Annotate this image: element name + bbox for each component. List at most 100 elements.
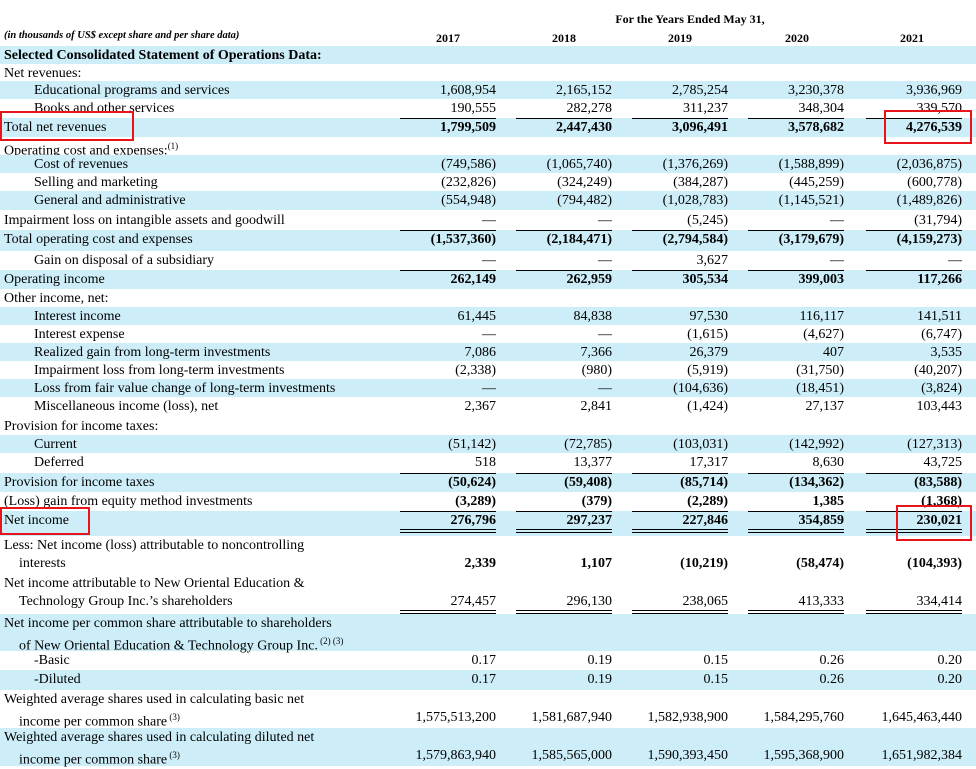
- row-label-text: Gain on disposal of a subsidiary: [34, 253, 215, 268]
- subtotal-rule: [516, 270, 612, 271]
- table-row: [0, 270, 976, 289]
- row-label: Realized gain from long-term investments: [34, 344, 270, 361]
- highlight-net-income-2021: [896, 505, 972, 541]
- row-label: Loss from fair value change of long-term…: [34, 380, 335, 397]
- cell-2021: (127,313): [907, 437, 962, 452]
- cell-2017: —: [482, 381, 496, 396]
- cell-2020: —: [830, 213, 844, 228]
- cell-2020: 116,117: [799, 309, 844, 324]
- subtotal-rule: [632, 473, 728, 474]
- row-label-text: Total net revenues: [4, 120, 107, 135]
- total-double-rule: [516, 529, 612, 533]
- cell-2021: (104,393): [907, 556, 962, 571]
- cell-2021: 43,725: [923, 455, 963, 470]
- cell-2021: 117,266: [917, 272, 962, 287]
- total-double-rule: [516, 610, 612, 614]
- subtotal-rule: [632, 118, 728, 119]
- row-label-text: Cost of revenues: [34, 157, 129, 172]
- row-label-continued: income per common share (3): [19, 709, 180, 731]
- cell-2021: (31,794): [914, 213, 962, 228]
- row-label-text: Impairment loss on intangible assets and…: [4, 213, 285, 228]
- table-row: [0, 670, 976, 690]
- cell-2018: —: [598, 381, 612, 396]
- cell-2020: (445,259): [789, 175, 844, 190]
- row-label-text: Operating income: [4, 272, 105, 287]
- cell-2020: 354,859: [798, 513, 845, 528]
- row-label: Educational programs and services: [34, 82, 230, 99]
- cell-2021: 339,570: [916, 101, 963, 116]
- row-label: Total net revenues: [4, 119, 106, 136]
- cell-2017: 518: [475, 455, 496, 470]
- cell-2017: 1,575,513,200: [415, 710, 497, 725]
- subtotal-rule: [516, 511, 612, 512]
- row-label-text-2: interests: [19, 556, 66, 571]
- cell-2017: 1,799,509: [440, 120, 496, 135]
- cell-2019: (1,028,783): [662, 193, 728, 208]
- cell-2019: 97,530: [689, 309, 729, 324]
- cell-2018: (2,184,471): [546, 232, 612, 247]
- cell-2020: 399,003: [798, 272, 845, 287]
- cell-2021: (2,036,875): [896, 157, 962, 172]
- row-label-text-2: income per common share: [19, 714, 168, 730]
- subtotal-rule: [866, 230, 962, 231]
- row-label-text: Weighted average shares used in calculat…: [4, 730, 315, 745]
- row-label-text: Deferred: [34, 455, 84, 470]
- cell-2021: —: [948, 253, 962, 268]
- subtotal-rule: [400, 230, 496, 231]
- cell-2017: 7,086: [464, 345, 497, 360]
- subtotal-rule: [632, 230, 728, 231]
- total-double-rule: [748, 610, 844, 614]
- cell-2018: (1,065,740): [546, 157, 612, 172]
- row-label-text: Less: Net income (loss) attributable to …: [4, 538, 305, 553]
- table-row: [0, 155, 976, 173]
- highlight-net-income-label: [0, 507, 90, 535]
- cell-2018: —: [598, 327, 612, 342]
- row-label-text: -Basic: [34, 653, 70, 668]
- cell-2021: (83,588): [914, 475, 962, 490]
- cell-2021: (3,824): [921, 381, 962, 396]
- row-label: Operating income: [4, 271, 105, 288]
- cell-2017: 2,367: [464, 399, 497, 414]
- row-label: Current: [34, 436, 77, 453]
- subtotal-rule: [866, 473, 962, 474]
- row-label: Provision for income taxes: [4, 474, 154, 491]
- cell-2017: 274,457: [450, 594, 497, 609]
- row-label: Net income attributable to New Oriental …: [4, 575, 305, 592]
- cell-2017: 190,555: [450, 101, 497, 116]
- period-title: For the Years Ended May 31,: [615, 12, 765, 26]
- row-label-continued: of New Oriental Education & Technology G…: [19, 633, 343, 655]
- cell-2021: 1,645,463,440: [881, 710, 963, 725]
- cell-2018: (59,408): [564, 475, 612, 490]
- row-label-continued: Technology Group Inc.’s shareholders: [19, 593, 233, 610]
- cell-2021: 3,535: [930, 345, 963, 360]
- cell-2020: 27,137: [805, 399, 845, 414]
- footnote-ref: (2) (3): [317, 636, 344, 646]
- row-label-text: (Loss) gain from equity method investmen…: [4, 494, 253, 509]
- table-row: [0, 230, 976, 251]
- cell-2020: 1,595,368,900: [763, 748, 845, 763]
- cell-2019: (104,636): [673, 381, 728, 396]
- row-label-text: Selected Consolidated Statement of Opera…: [4, 48, 322, 63]
- row-label: Gain on disposal of a subsidiary: [34, 252, 214, 269]
- cell-2019: 1,582,938,900: [647, 710, 729, 725]
- cell-2018: 13,377: [573, 455, 613, 470]
- cell-2019: (85,714): [680, 475, 728, 490]
- row-label-text: Interest income: [34, 309, 121, 324]
- cell-2018: (324,249): [557, 175, 612, 190]
- row-label: Impairment loss on intangible assets and…: [4, 212, 285, 229]
- cell-2021: (6,747): [921, 327, 962, 342]
- footnote-ref: (3): [167, 712, 180, 722]
- cell-2018: 1,585,565,000: [531, 748, 613, 763]
- cell-2017: (2,338): [455, 363, 496, 378]
- cell-2019: 311,237: [683, 101, 728, 116]
- total-double-rule: [400, 610, 496, 614]
- subtotal-rule: [400, 118, 496, 119]
- subtotal-rule: [400, 511, 496, 512]
- cell-2018: 2,841: [580, 399, 613, 414]
- cell-2020: 407: [823, 345, 844, 360]
- subtotal-rule: [400, 473, 496, 474]
- total-double-rule: [866, 529, 962, 533]
- row-label: Miscellaneous income (loss), net: [34, 398, 218, 415]
- total-double-rule: [632, 610, 728, 614]
- cell-2021: 141,511: [917, 309, 962, 324]
